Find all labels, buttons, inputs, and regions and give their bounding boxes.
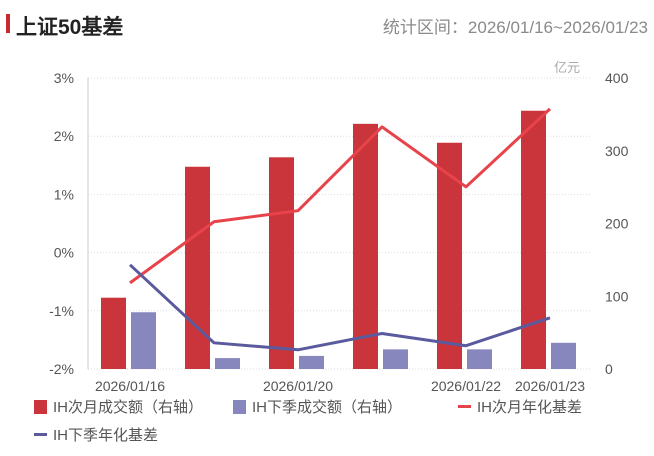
right-tick-label: 400: [605, 70, 629, 86]
bar-ih-next-month: [353, 123, 378, 370]
left-tick-label: 2%: [54, 128, 74, 144]
legend-item: IH下季成交额（右轴）: [233, 396, 402, 417]
left-tick-label: 3%: [54, 70, 74, 86]
legend-label: IH次月成交额（右轴）: [53, 399, 204, 416]
x-tick-label: 2026/01/16: [95, 378, 165, 394]
title-accent: [6, 14, 10, 33]
date-range: 统计区间：2026/01/16~2026/01/23: [382, 18, 648, 37]
bar-ih-next-month: [521, 110, 546, 370]
chart-title: 上证50基差: [16, 16, 124, 39]
legend-swatch: [34, 399, 47, 414]
x-tick-label: 2026/01/22: [431, 378, 501, 394]
bar-ih-next-quarter: [299, 355, 324, 369]
legend-item: IH次月成交额（右轴）: [34, 396, 203, 417]
legend-swatch: [34, 433, 47, 436]
bar-ih-next-month: [185, 166, 210, 369]
legend-swatch: [458, 405, 471, 408]
left-tick-label: -2%: [49, 361, 74, 377]
right-tick-label: 300: [605, 143, 629, 159]
legend-item: IH下季年化基差: [34, 424, 158, 445]
bar-ih-next-month: [101, 297, 126, 369]
bar-ih-next-quarter: [383, 349, 408, 369]
x-tick-label: 2026/01/23: [515, 378, 585, 394]
x-tick-label: 2026/01/20: [263, 378, 333, 394]
legend-label: IH次月年化基差: [477, 399, 583, 416]
bar-ih-next-quarter: [551, 342, 576, 369]
legend-label: IH下季成交额（右轴）: [252, 399, 403, 416]
left-tick-label: 0%: [54, 245, 74, 261]
right-tick-label: 200: [605, 216, 629, 232]
left-tick-label: -1%: [49, 303, 74, 319]
legend-label: IH下季年化基差: [53, 427, 159, 444]
line-ih-next-quarter-basis: [128, 263, 551, 352]
left-tick-label: 1%: [54, 186, 74, 202]
bar-ih-next-month: [269, 157, 294, 369]
bar-ih-next-quarter: [131, 312, 156, 369]
line-ih-next-month-basis: [129, 107, 552, 285]
bar-ih-next-quarter: [215, 358, 240, 369]
bar-ih-next-quarter: [467, 349, 492, 369]
legend-swatch: [233, 399, 246, 414]
right-tick-label: 100: [605, 288, 629, 304]
legend-item: IH次月年化基差: [458, 396, 582, 417]
right-axis-unit: 亿元: [554, 60, 580, 75]
right-tick-label: 0: [605, 361, 613, 377]
